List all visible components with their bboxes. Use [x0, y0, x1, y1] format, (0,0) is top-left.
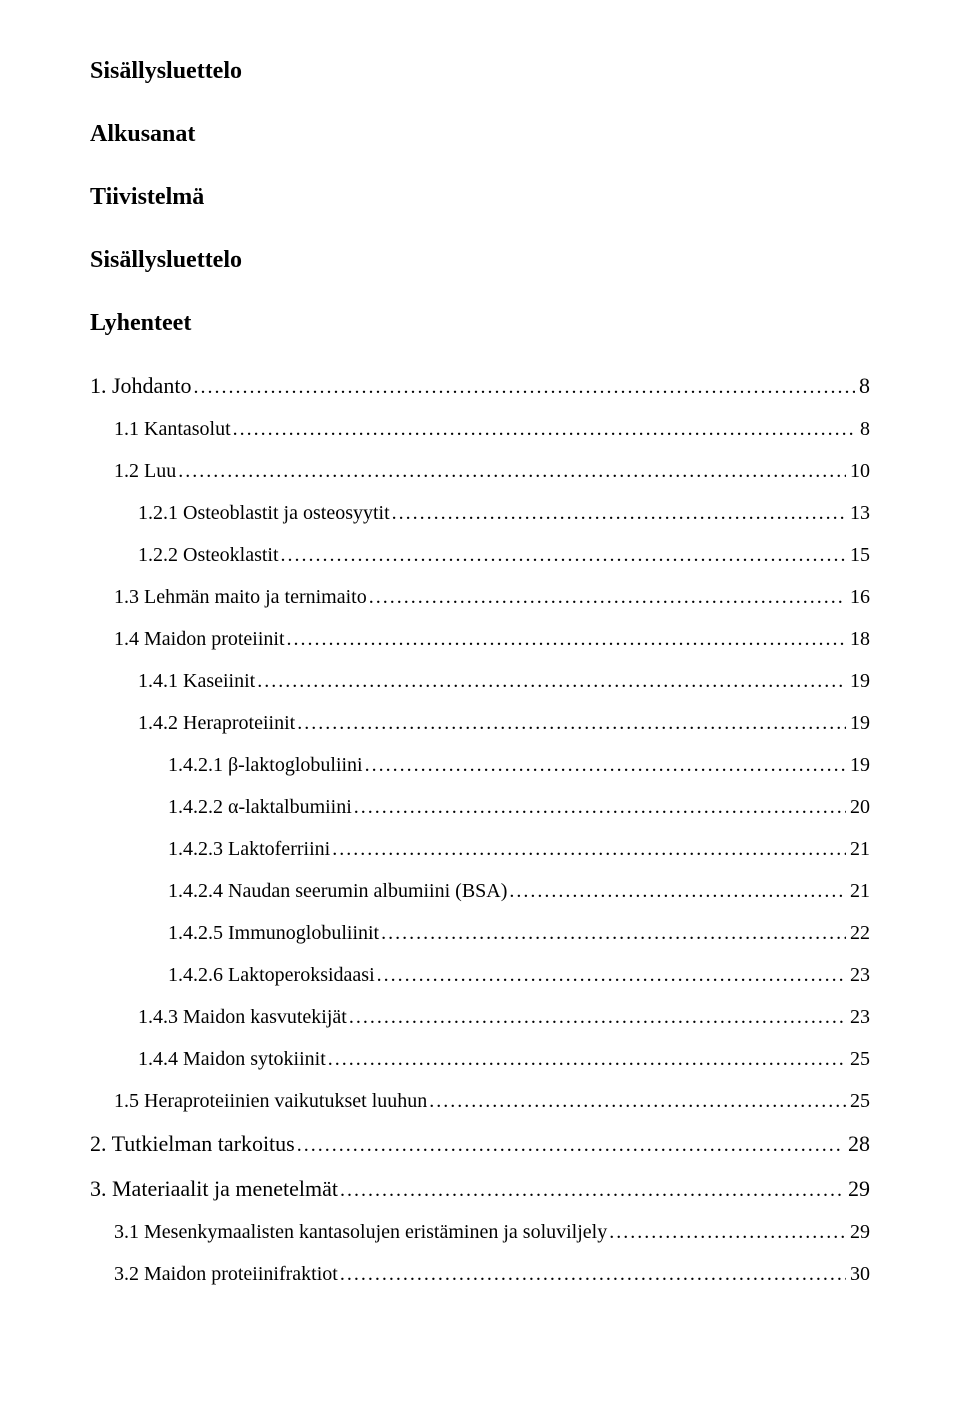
toc-entry: 3.1 Mesenkymaalisten kantasolujen eristä…: [90, 1220, 870, 1244]
toc-entry-label: 1.1 Kantasolut: [114, 417, 231, 441]
toc-entry-page: 23: [850, 963, 870, 987]
toc-entry: 1.4.2.6 Laktoperoksidaasi 23: [90, 963, 870, 987]
toc-entry-page: 8: [860, 417, 870, 441]
toc-entry-label: 3. Materiaalit ja menetelmät: [90, 1176, 338, 1202]
toc-entry-label: 3.1 Mesenkymaalisten kantasolujen eristä…: [114, 1220, 607, 1244]
toc-entry-label: 1.4.2.6 Laktoperoksidaasi: [168, 963, 375, 987]
toc-leader-dots: [257, 669, 846, 693]
toc-entry: 1.3 Lehmän maito ja ternimaito 16: [90, 585, 870, 609]
toc-entry-page: 23: [850, 1005, 870, 1029]
toc-leader-dots: [328, 1047, 846, 1071]
toc-entry-label: 1.4.2.3 Laktoferriini: [168, 837, 330, 861]
toc-entry-page: 22: [850, 921, 870, 945]
toc-entry-label: 1. Johdanto: [90, 373, 191, 399]
section-heading-sisallysluettelo: Sisällysluettelo: [90, 247, 870, 274]
toc-leader-dots: [381, 921, 846, 945]
toc-entry-page: 8: [859, 373, 870, 399]
toc-entry-page: 19: [850, 711, 870, 735]
toc-entry: 1.4.2.2 α-laktalbumiini 20: [90, 795, 870, 819]
toc-leader-dots: [354, 795, 846, 819]
toc-entry-label: 2. Tutkielman tarkoitus: [90, 1131, 295, 1157]
toc-leader-dots: [287, 627, 846, 651]
toc-entry-label: 1.3 Lehmän maito ja ternimaito: [114, 585, 367, 609]
toc-entry: 1.4.1 Kaseiinit 19: [90, 669, 870, 693]
section-heading-tiivistelma: Tiivistelmä: [90, 184, 870, 211]
toc-entry: 1.4.2.1 β-laktoglobuliini 19: [90, 753, 870, 777]
toc-entry: 1.4.2.3 Laktoferriini 21: [90, 837, 870, 861]
toc-entry-page: 20: [850, 795, 870, 819]
toc-leader-dots: [365, 753, 846, 777]
toc-entry-label: 1.4.1 Kaseiinit: [138, 669, 255, 693]
table-of-contents: 1. Johdanto 8 1.1 Kantasolut 8 1.2 Luu 10 1.2.…: [90, 373, 870, 1286]
toc-leader-dots: [509, 879, 846, 903]
toc-leader-dots: [377, 963, 846, 987]
toc-entry: 3.2 Maidon proteiinifraktiot 30: [90, 1262, 870, 1286]
toc-entry: 1.4.2.4 Naudan seerumin albumiini (BSA) 2…: [90, 879, 870, 903]
toc-entry: 1.2.2 Osteoklastit 15: [90, 543, 870, 567]
toc-leader-dots: [178, 459, 846, 483]
toc-entry-page: 28: [848, 1131, 870, 1157]
document-page: Sisällysluettelo Alkusanat Tiivistelmä S…: [0, 0, 960, 1421]
toc-leader-dots: [233, 417, 856, 441]
toc-entry-page: 21: [850, 879, 870, 903]
toc-entry-page: 25: [850, 1047, 870, 1071]
toc-leader-dots: [349, 1005, 846, 1029]
toc-entry-page: 30: [850, 1262, 870, 1286]
toc-leader-dots: [340, 1176, 844, 1202]
toc-entry: 2. Tutkielman tarkoitus 28: [90, 1131, 870, 1157]
toc-entry-page: 13: [850, 501, 870, 525]
toc-entry-label: 1.2.1 Osteoblastit ja osteosyytit: [138, 501, 390, 525]
toc-entry: 1.4.3 Maidon kasvutekijät 23: [90, 1005, 870, 1029]
toc-leader-dots: [297, 1131, 844, 1157]
toc-leader-dots: [297, 711, 846, 735]
toc-entry-label: 1.4.2 Heraproteiinit: [138, 711, 295, 735]
toc-entry-label: 1.4.4 Maidon sytokiinit: [138, 1047, 326, 1071]
toc-leader-dots: [609, 1220, 846, 1244]
toc-entry-page: 19: [850, 669, 870, 693]
toc-entry-page: 29: [848, 1176, 870, 1202]
toc-entry-label: 1.4.2.5 Immunoglobuliinit: [168, 921, 379, 945]
toc-entry-label: 1.4.2.1 β-laktoglobuliini: [168, 753, 363, 777]
toc-leader-dots: [369, 585, 846, 609]
toc-leader-dots: [281, 543, 846, 567]
toc-entry: 3. Materiaalit ja menetelmät 29: [90, 1176, 870, 1202]
toc-entry: 1.4.2 Heraproteiinit 19: [90, 711, 870, 735]
toc-entry: 1.4.2.5 Immunoglobuliinit 22: [90, 921, 870, 945]
toc-entry-label: 1.4.2.4 Naudan seerumin albumiini (BSA): [168, 879, 507, 903]
toc-entry-page: 19: [850, 753, 870, 777]
toc-entry: 1.4 Maidon proteiinit 18: [90, 627, 870, 651]
toc-entry-page: 15: [850, 543, 870, 567]
page-title: Sisällysluettelo: [90, 58, 870, 85]
toc-entry-label: 3.2 Maidon proteiinifraktiot: [114, 1262, 338, 1286]
toc-leader-dots: [332, 837, 846, 861]
toc-entry: 1.5 Heraproteiinien vaikutukset luuhun 25: [90, 1089, 870, 1113]
toc-entry-label: 1.4 Maidon proteiinit: [114, 627, 285, 651]
toc-entry-label: 1.4.2.2 α-laktalbumiini: [168, 795, 352, 819]
section-heading-lyhenteet: Lyhenteet: [90, 310, 870, 337]
toc-entry-label: 1.5 Heraproteiinien vaikutukset luuhun: [114, 1089, 427, 1113]
toc-entry: 1.2 Luu 10: [90, 459, 870, 483]
toc-entry: 1.1 Kantasolut 8: [90, 417, 870, 441]
toc-entry-page: 10: [850, 459, 870, 483]
toc-entry-label: 1.2.2 Osteoklastit: [138, 543, 279, 567]
toc-entry-page: 21: [850, 837, 870, 861]
toc-entry: 1.2.1 Osteoblastit ja osteosyytit 13: [90, 501, 870, 525]
toc-leader-dots: [392, 501, 846, 525]
toc-entry-page: 18: [850, 627, 870, 651]
toc-entry-label: 1.4.3 Maidon kasvutekijät: [138, 1005, 347, 1029]
toc-entry-page: 16: [850, 585, 870, 609]
toc-leader-dots: [340, 1262, 846, 1286]
toc-entry: 1. Johdanto 8: [90, 373, 870, 399]
toc-leader-dots: [429, 1089, 846, 1113]
toc-entry-page: 29: [850, 1220, 870, 1244]
toc-entry: 1.4.4 Maidon sytokiinit 25: [90, 1047, 870, 1071]
section-heading-alkusanat: Alkusanat: [90, 121, 870, 148]
toc-entry-page: 25: [850, 1089, 870, 1113]
toc-leader-dots: [193, 373, 855, 399]
toc-entry-label: 1.2 Luu: [114, 459, 176, 483]
